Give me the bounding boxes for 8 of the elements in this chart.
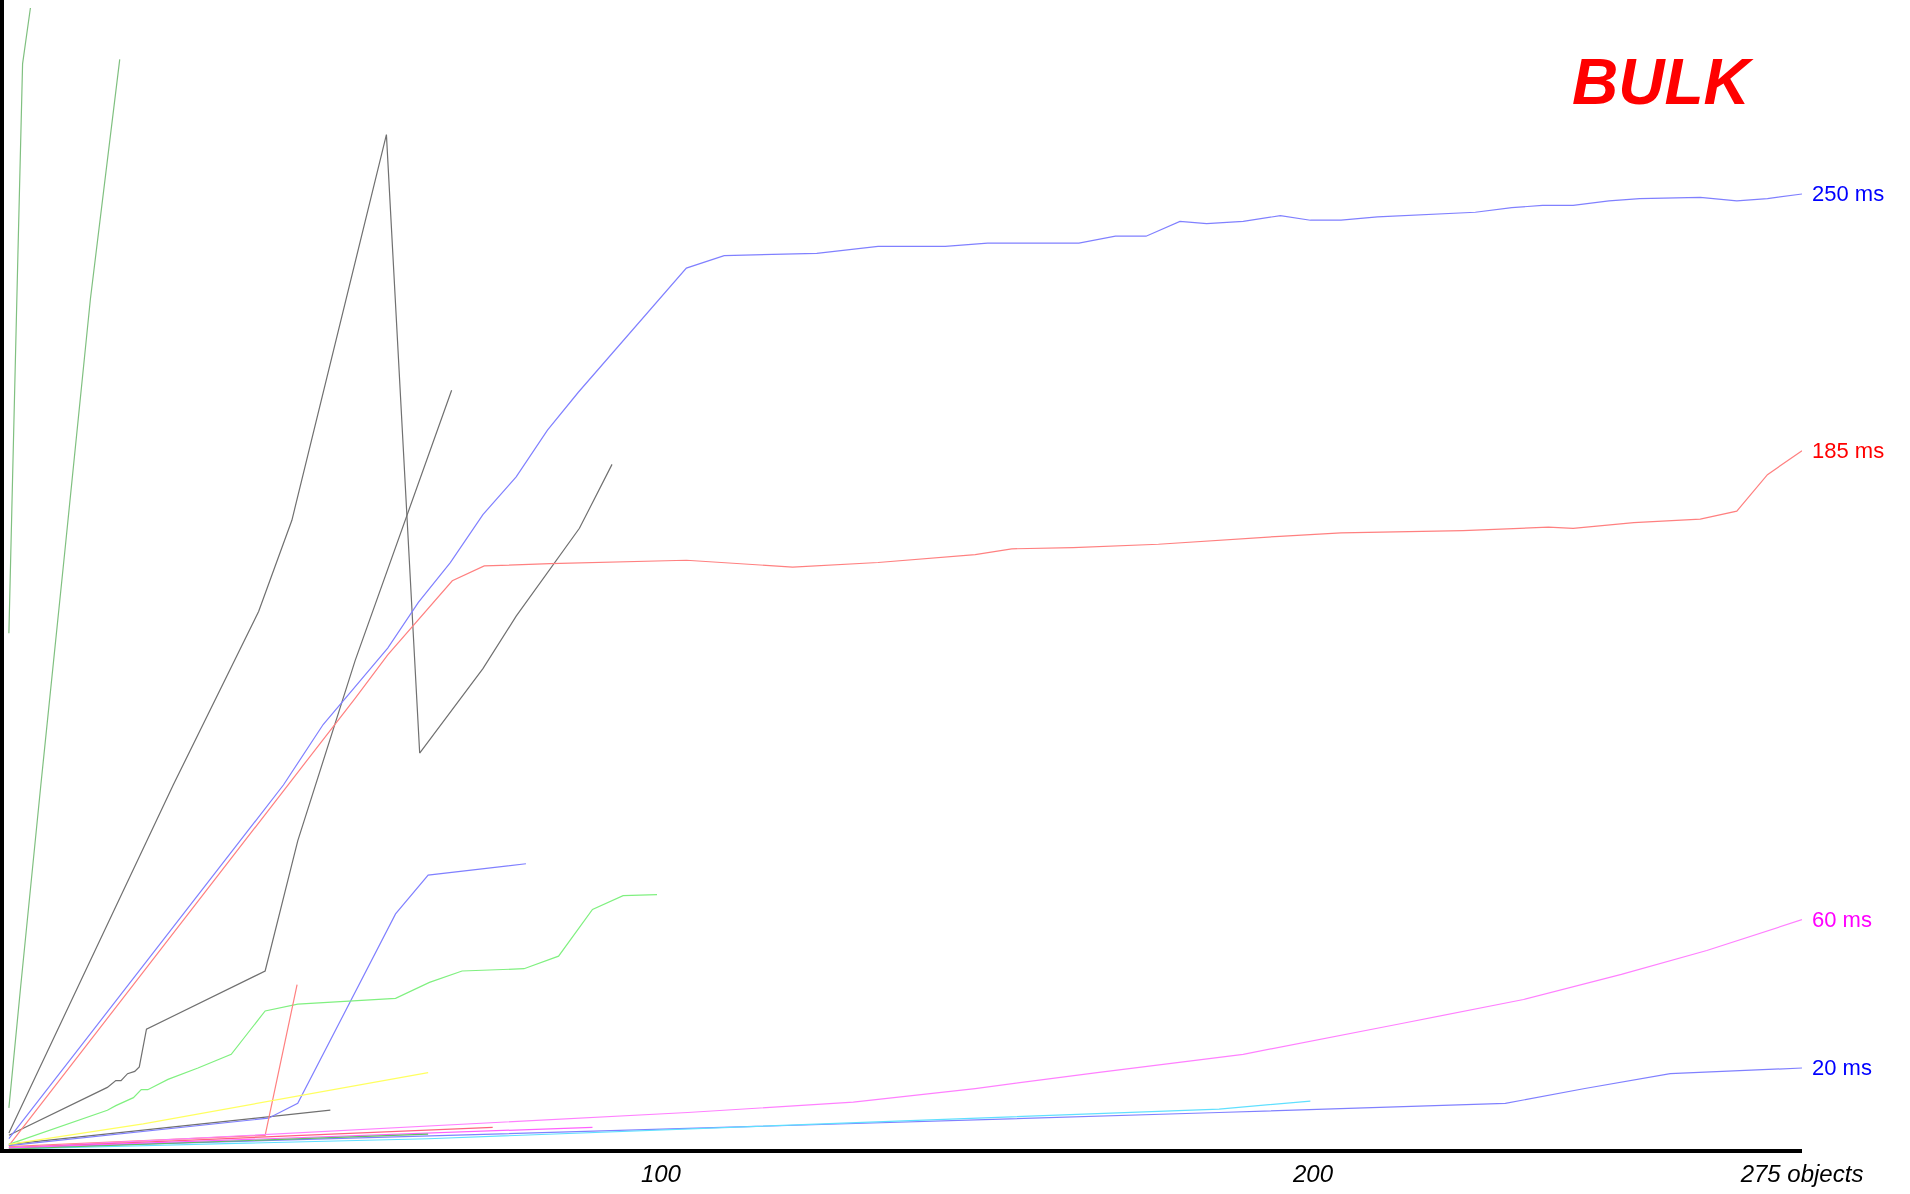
series-label: 250 ms [1812,181,1885,206]
x-tick-label: 275 objects [1739,1159,1864,1187]
series-label: 185 ms [1812,438,1885,463]
x-tick-label: 200 [1291,1159,1334,1187]
text: BULK [1572,46,1755,118]
series-label: 20 ms [1812,1055,1872,1080]
series-label: 60 ms [1812,907,1872,932]
x-tick-label: 100 [640,1159,682,1187]
